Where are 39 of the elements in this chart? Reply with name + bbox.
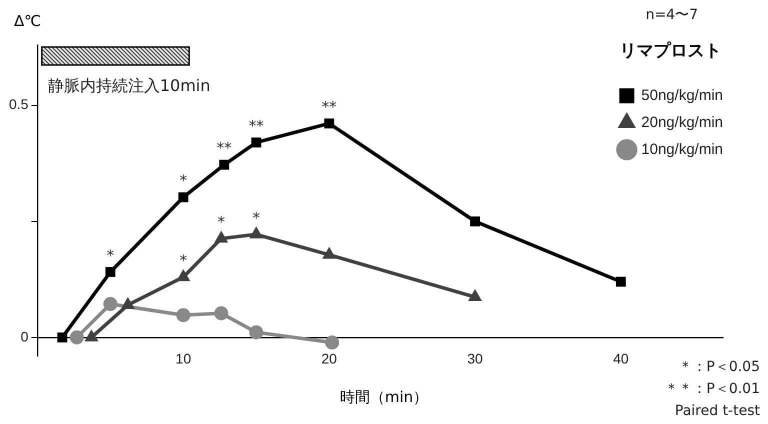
point bbox=[324, 118, 334, 128]
annotation: ** bbox=[322, 98, 338, 116]
point bbox=[70, 330, 84, 344]
band-label: 静脈内持続注入10min bbox=[48, 76, 210, 96]
annotation: * bbox=[252, 208, 260, 227]
legend-label: 10ng/kg/min bbox=[641, 140, 723, 158]
point bbox=[214, 306, 228, 320]
point bbox=[103, 297, 118, 312]
x-axis-title: 時間（min） bbox=[340, 388, 428, 406]
y-tick-label: 0.5 bbox=[8, 96, 29, 112]
point bbox=[219, 160, 230, 170]
point bbox=[176, 308, 190, 322]
text: n=4〜7 bbox=[646, 6, 698, 24]
x-tick-label: 10 bbox=[176, 350, 192, 367]
annotation: * bbox=[180, 172, 188, 190]
legend-label: 50ng/kg/min bbox=[641, 86, 723, 104]
text: ＊＊：P＜0.01 bbox=[664, 380, 760, 399]
point bbox=[105, 267, 116, 277]
point bbox=[470, 216, 480, 226]
point bbox=[325, 336, 340, 350]
x-tick-label: 40 bbox=[613, 350, 629, 367]
x-tick-label: 20 bbox=[321, 350, 338, 367]
text: Paired t-test bbox=[674, 402, 760, 421]
y-axis-title: Δ℃ bbox=[14, 12, 42, 30]
text: ＊：P＜0.05 bbox=[677, 358, 760, 377]
legend-title: リマプロスト bbox=[619, 40, 722, 61]
point bbox=[616, 276, 626, 287]
point bbox=[249, 325, 264, 340]
annotation: * bbox=[180, 251, 188, 270]
legend-label: 20ng/kg/min bbox=[641, 114, 723, 131]
y-tick-label: 0 bbox=[20, 328, 29, 344]
annotation: ** bbox=[248, 116, 264, 135]
annotation: * bbox=[106, 246, 115, 264]
point bbox=[57, 332, 68, 342]
x-tick-label: 30 bbox=[467, 350, 484, 367]
annotation: ** bbox=[216, 139, 232, 158]
point bbox=[251, 138, 262, 148]
annotation: * bbox=[217, 212, 226, 231]
point bbox=[178, 192, 188, 202]
